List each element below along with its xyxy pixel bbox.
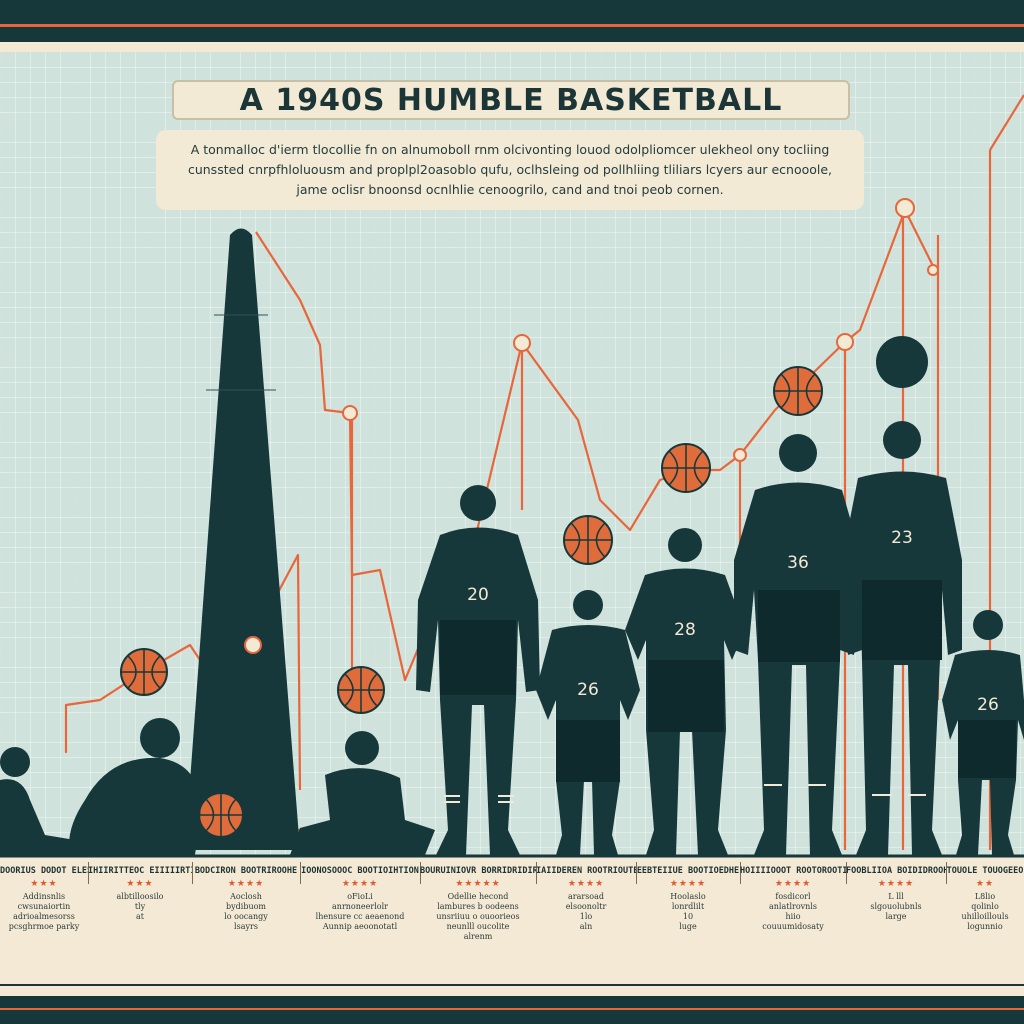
label-description: fosdicorl anlatlrovnls hiio couuumidosat… (762, 892, 824, 931)
title-banner: A 1940S HUMBLE BASKETBALL (172, 80, 850, 120)
label-column: TOUOLE TOUOGEEO ★★ L8lio qolinlo uhilloi… (946, 858, 1024, 978)
standing-figures: 20 26 28 36 23 (416, 421, 1024, 855)
bottom-frame-band (0, 996, 1024, 1024)
bottom-frame-stripe (0, 1008, 1024, 1010)
jersey-number: 26 (977, 695, 999, 715)
label-separator (192, 862, 193, 884)
jersey-number: 26 (577, 680, 599, 700)
marker (836, 333, 854, 351)
player-figure: 23 (840, 421, 962, 855)
labels-row: DOORIUS DODOT ELES ★★★ Addinsnlis cwsuna… (0, 858, 1024, 978)
label-description: Addinsnlis cwsunaiortin adrioalmesorss p… (8, 892, 80, 931)
player-figure: 26 (942, 610, 1024, 855)
label-description: Odellie hecond lambures b oodeens unsrii… (436, 892, 520, 941)
basketball-icon (661, 443, 711, 493)
player-figure: 20 (416, 485, 540, 855)
top-frame-stripe (0, 24, 1024, 27)
panel-top-edge (0, 42, 1024, 52)
basketball-icon (120, 648, 168, 696)
label-heading: DOORIUS DODOT ELES (0, 866, 88, 876)
label-stars: ★★ (975, 879, 995, 889)
jersey-number: 36 (787, 553, 809, 573)
label-heading: EEBTEIIUE BOOTIOEDHE (636, 866, 740, 876)
label-stars: ★★★★ (877, 879, 915, 889)
seated-figures (0, 718, 435, 855)
basketball-icon (198, 792, 244, 838)
label-column: IOONOSOOOC BOOTIOIHTION ★★★★ oFioLi anrn… (300, 858, 420, 978)
label-heading: FOOBLIIOA BOIDIDROOHE (846, 866, 946, 876)
label-column: HOIIIIOOOT ROOTOROOTIS ★★★★ fosdicorl an… (740, 858, 846, 978)
label-separator (300, 862, 301, 884)
label-separator (636, 862, 637, 884)
label-stars: ★★★ (30, 879, 58, 889)
right-rise-line (989, 94, 1024, 151)
label-heading: BODCIRON BOOTRIROOHE (194, 866, 298, 876)
label-stars: ★★★★ (774, 879, 812, 889)
seated-player-2 (69, 718, 201, 855)
label-separator (740, 862, 741, 884)
label-column: FOOBLIIOA BOIDIDROOHE ★★★★ L lll slgouol… (846, 858, 946, 978)
label-description: oFioLi anrnoneerlolr lhensure cc aeaenon… (315, 892, 405, 931)
label-stars: ★★★★ (341, 879, 379, 889)
label-heading: IHIIRITTEOC EIIIIIRTIEIS (88, 866, 192, 876)
label-separator (420, 862, 421, 884)
label-heading: BOURUINIOVR BORRIDRIDIRS (420, 866, 536, 876)
seated-player-1 (0, 747, 75, 855)
basketball-icon (773, 366, 823, 416)
label-column: BOURUINIOVR BORRIDRIDIRS ★★★★★ Odellie h… (420, 858, 536, 978)
marker (733, 448, 747, 462)
label-description: albtilloosilo tly at (116, 892, 164, 921)
label-stars: ★★★★ (567, 879, 605, 889)
obelisk (185, 228, 300, 850)
jersey-number: 23 (891, 528, 913, 548)
player-figure: 36 (734, 434, 862, 855)
label-stars: ★★★★ (669, 879, 707, 889)
basketball-icon (563, 515, 613, 565)
label-separator (88, 862, 89, 884)
dark-ball-icon (876, 336, 928, 388)
label-description: L8lio qolinlo uhilloillouls logunnio (961, 892, 1009, 931)
label-heading: IAIIDEREN ROOTRIOUTER (536, 866, 636, 876)
jersey-number: 28 (674, 620, 696, 640)
marker (895, 198, 915, 218)
marker (513, 334, 531, 352)
label-description: Aoclosh bydibuom lo oocangy lsayrs (224, 892, 268, 931)
subtitle-box: A tonmalloc d'ierm tlocollie fn on alnum… (156, 130, 864, 210)
player-figure: 28 (625, 528, 745, 855)
marker (927, 264, 939, 276)
label-stars: ★★★★★ (455, 879, 501, 889)
label-separator (536, 862, 537, 884)
label-description: Hoolaslo lonrdlilt 10 luge (670, 892, 706, 931)
label-heading: TOUOLE TOUOGEEO (946, 866, 1024, 876)
label-description: L lll slgouolubnls large (870, 892, 922, 921)
marker (342, 405, 358, 421)
marker (244, 636, 262, 654)
label-stars: ★★★ (126, 879, 154, 889)
label-heading: IOONOSOOOC BOOTIOIHTION (301, 866, 419, 876)
label-heading: HOIIIIOOOT ROOTOROOTIS (740, 866, 846, 876)
subtitle-text: A tonmalloc d'ierm tlocollie fn on alnum… (187, 142, 833, 197)
line-markers (244, 198, 939, 654)
page-title: A 1940S HUMBLE BASKETBALL (239, 82, 783, 118)
seated-player-3 (290, 731, 435, 855)
label-stars: ★★★★ (227, 879, 265, 889)
label-column: DOORIUS DODOT ELES ★★★ Addinsnlis cwsuna… (0, 858, 88, 978)
label-separator (846, 862, 847, 884)
label-column: EEBTEIIUE BOOTIOEDHE ★★★★ Hoolaslo lonrd… (636, 858, 740, 978)
jersey-number: 20 (467, 585, 489, 605)
bottom-rule (0, 984, 1024, 986)
label-column: IHIIRITTEOC EIIIIIRTIEIS ★★★ albtilloosi… (88, 858, 192, 978)
player-figure: 26 (536, 590, 640, 855)
label-column: BODCIRON BOOTRIROOHE ★★★★ Aoclosh bydibu… (192, 858, 300, 978)
label-description: ararsoad elsoonoltr 1lo aln (565, 892, 607, 931)
sock-stripes (444, 784, 926, 803)
label-column: IAIIDEREN ROOTRIOUTER ★★★★ ararsoad elso… (536, 858, 636, 978)
top-frame-band (0, 0, 1024, 42)
label-separator (946, 862, 947, 884)
basketball-icon (337, 666, 385, 714)
basketballs (120, 336, 928, 838)
